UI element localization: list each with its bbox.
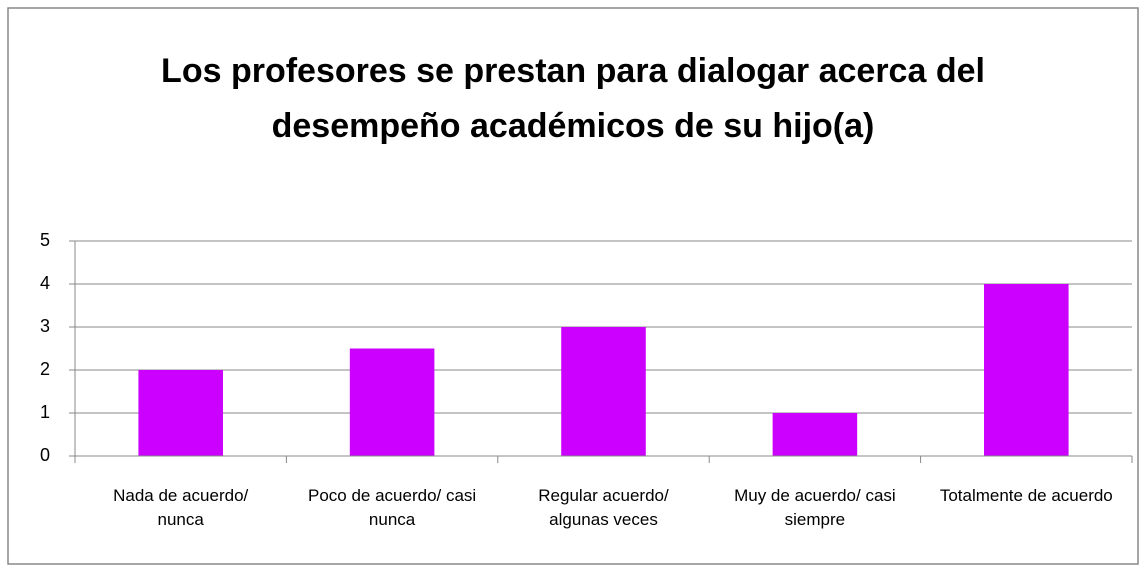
bar (561, 327, 646, 456)
y-tick-label: 1 (40, 402, 50, 422)
y-tick-label: 2 (40, 359, 50, 379)
y-tick-label: 0 (40, 445, 50, 465)
x-tick-label: Poco de acuerdo/ casi nunca (307, 486, 477, 529)
chart-title: Los profesores se prestan para dialogar … (161, 52, 985, 145)
bar (349, 348, 435, 456)
chart-border (7, 7, 1139, 565)
x-tick-label: Nada de acuerdo/ nunca (113, 486, 249, 529)
y-tick-label: 5 (40, 230, 50, 250)
y-tick-label: 3 (40, 316, 50, 336)
bar (772, 413, 858, 456)
y-tick-label: 4 (40, 273, 50, 293)
x-tick-label: Regular acuerdo/ algunas veces (538, 486, 669, 529)
x-tick-label: Muy de acuerdo/ casi siempre (734, 486, 896, 529)
bar (138, 370, 223, 456)
bar (984, 284, 1069, 456)
x-tick-label: Totalmente de acuerdo (939, 486, 1113, 505)
